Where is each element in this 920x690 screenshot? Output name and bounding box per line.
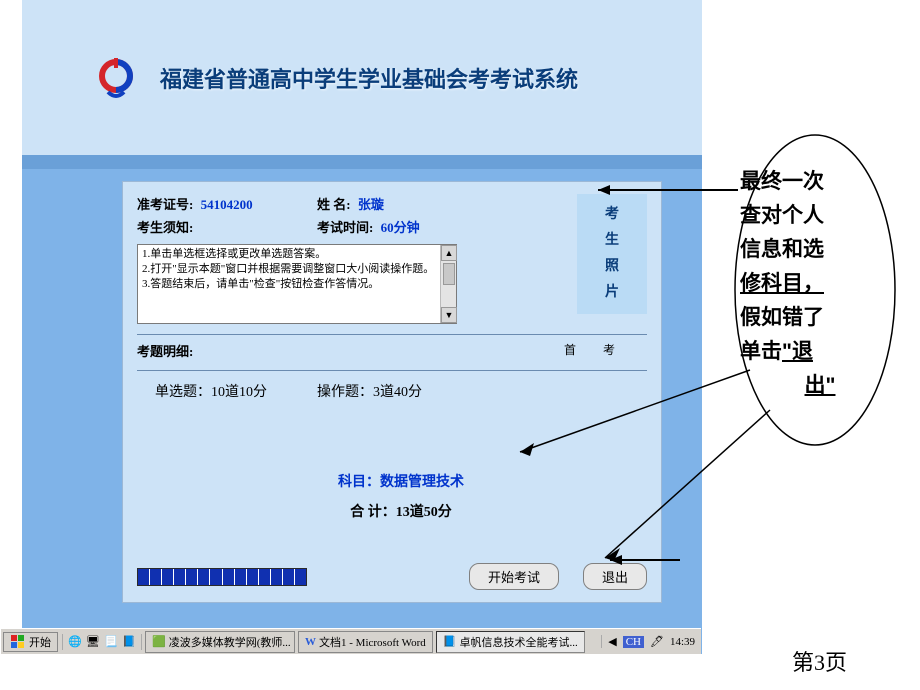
photo-text-4: 片 xyxy=(605,280,619,306)
app-icon: 🟩 xyxy=(152,635,166,648)
start-label: 开始 xyxy=(29,634,51,650)
question-details: 单选题：10道10分 操作题：3道40分 科目：数据管理技术 合 计：13道50… xyxy=(137,381,647,521)
student-photo-placeholder: 考 生 照 片 xyxy=(577,194,647,314)
task-button-3[interactable]: 📘 卓帆信息技术全能考试... xyxy=(436,631,585,653)
notice-textarea[interactable]: 1.单击单选框选择或更改单选题答案。 2.打开"显示本题"窗口并根据需要调整窗口… xyxy=(137,244,457,324)
start-button[interactable]: 开始 xyxy=(3,632,58,652)
scroll-thumb[interactable] xyxy=(443,263,455,285)
desktop-icon[interactable]: 🖥 xyxy=(85,634,101,650)
task-button-1[interactable]: 🟩 凌波多媒体教学网(教师... xyxy=(145,631,295,653)
info-panel: 准考证号: 54104200 姓 名: 张璇 考生须知: 考试时间: 60分钟 … xyxy=(122,181,662,603)
word-icon: W xyxy=(305,636,316,648)
anno-l1: 最终一次 xyxy=(740,165,900,199)
subject-value: 科目：数据管理技术 xyxy=(155,471,647,491)
detail-right: 首 考 xyxy=(564,341,627,360)
exit-button[interactable]: 退出 xyxy=(583,563,647,590)
ime-indicator[interactable]: CH xyxy=(623,636,644,648)
photo-text-1: 考 xyxy=(605,202,619,228)
app-icon-3: 📘 xyxy=(443,635,457,648)
app-icon-1[interactable]: 📃 xyxy=(103,634,119,650)
operation-detail: 操作题：3道40分 xyxy=(317,381,422,401)
name-value: 张璇 xyxy=(358,197,384,212)
bottom-controls: 开始考试 退出 xyxy=(137,563,647,590)
scroll-up-icon[interactable]: ▲ xyxy=(441,245,457,261)
separator xyxy=(137,334,647,335)
header-divider xyxy=(22,155,702,169)
photo-text-3: 照 xyxy=(605,254,619,280)
id-label: 准考证号: xyxy=(137,197,193,212)
single-choice-detail: 单选题：10道10分 xyxy=(155,381,267,401)
notice-line-3: 3.答题结束后，请单击"检查"按钮检查作答情况。 xyxy=(142,277,452,292)
app-header: 福建省普通高中学生学业基础会考考试系统 xyxy=(22,0,702,155)
detail-label: 考题明细: xyxy=(137,341,193,360)
notice-label: 考生须知: xyxy=(137,220,193,235)
notice-line-2: 2.打开"显示本题"窗口并根据需要调整窗口大小阅读操作题。 xyxy=(142,262,452,277)
annotation-text: 最终一次 查对个人 信息和选 修科目， 假如错了 单击"退 出" xyxy=(740,165,900,403)
total-value: 合 计：13道50分 xyxy=(155,501,647,521)
windows-taskbar: 开始 🌐 🖥 📃 📘 🟩 凌波多媒体教学网(教师... W 文档1 - Micr… xyxy=(1,628,701,654)
notice-line-1: 1.单击单选框选择或更改单选题答案。 xyxy=(142,247,452,262)
quick-launch: 🌐 🖥 📃 📘 xyxy=(62,634,142,650)
anno-l4: 修科目， xyxy=(740,272,824,295)
start-exam-button[interactable]: 开始考试 xyxy=(469,563,559,590)
time-value: 60分钟 xyxy=(381,220,420,235)
app-window: 福建省普通高中学生学业基础会考考试系统 准考证号: 54104200 姓 名: … xyxy=(22,0,702,654)
windows-logo-icon xyxy=(10,634,26,650)
app-icon-2[interactable]: 📘 xyxy=(121,634,137,650)
anno-l7: 出" xyxy=(805,374,836,397)
id-value: 54104200 xyxy=(201,197,253,212)
tray-icon-1[interactable]: ◀ xyxy=(608,635,616,648)
scrollbar[interactable]: ▲ ▼ xyxy=(440,245,456,323)
photo-text-2: 生 xyxy=(605,228,619,254)
task-label-1: 凌波多媒体教学网(教师... xyxy=(169,634,291,650)
task-label-2: 文档1 - Microsoft Word xyxy=(319,634,426,650)
progress-bar xyxy=(137,568,307,586)
ie-icon[interactable]: 🌐 xyxy=(67,634,83,650)
task-button-2[interactable]: W 文档1 - Microsoft Word xyxy=(298,631,433,653)
clock: 14:39 xyxy=(670,636,695,648)
anno-l6b: "退 xyxy=(782,340,813,363)
tray-icon-2[interactable]: 🖊 xyxy=(650,635,664,648)
app-title: 福建省普通高中学生学业基础会考考试系统 xyxy=(160,62,578,94)
app-logo-icon xyxy=(92,54,140,102)
system-tray: ◀ CH 🖊 14:39 xyxy=(601,635,701,648)
name-label: 姓 名: xyxy=(317,197,351,212)
scroll-down-icon[interactable]: ▼ xyxy=(441,307,457,323)
anno-l2: 查对个人 xyxy=(740,199,900,233)
separator-2 xyxy=(137,370,647,371)
anno-l5: 假如错了 xyxy=(740,301,900,335)
task-label-3: 卓帆信息技术全能考试... xyxy=(459,634,577,650)
anno-l6a: 单击 xyxy=(740,340,782,363)
time-label: 考试时间: xyxy=(317,220,373,235)
page-number: 第3页 xyxy=(792,645,847,677)
anno-l3: 信息和选 xyxy=(740,233,900,267)
